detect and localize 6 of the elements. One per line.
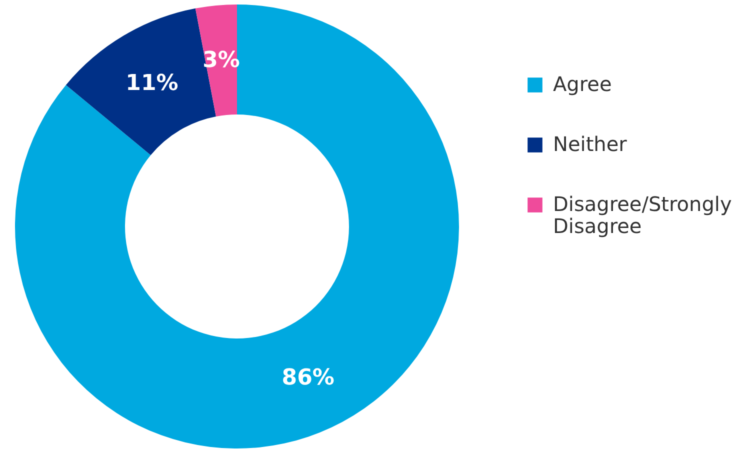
legend-label: Disagree/Strongly Disagree <box>553 192 732 238</box>
donut-slice <box>15 4 459 448</box>
legend-label: Agree <box>553 72 612 96</box>
legend-label: Neither <box>553 132 628 156</box>
data-label: 11% <box>126 70 178 96</box>
data-label: 86% <box>282 366 334 391</box>
